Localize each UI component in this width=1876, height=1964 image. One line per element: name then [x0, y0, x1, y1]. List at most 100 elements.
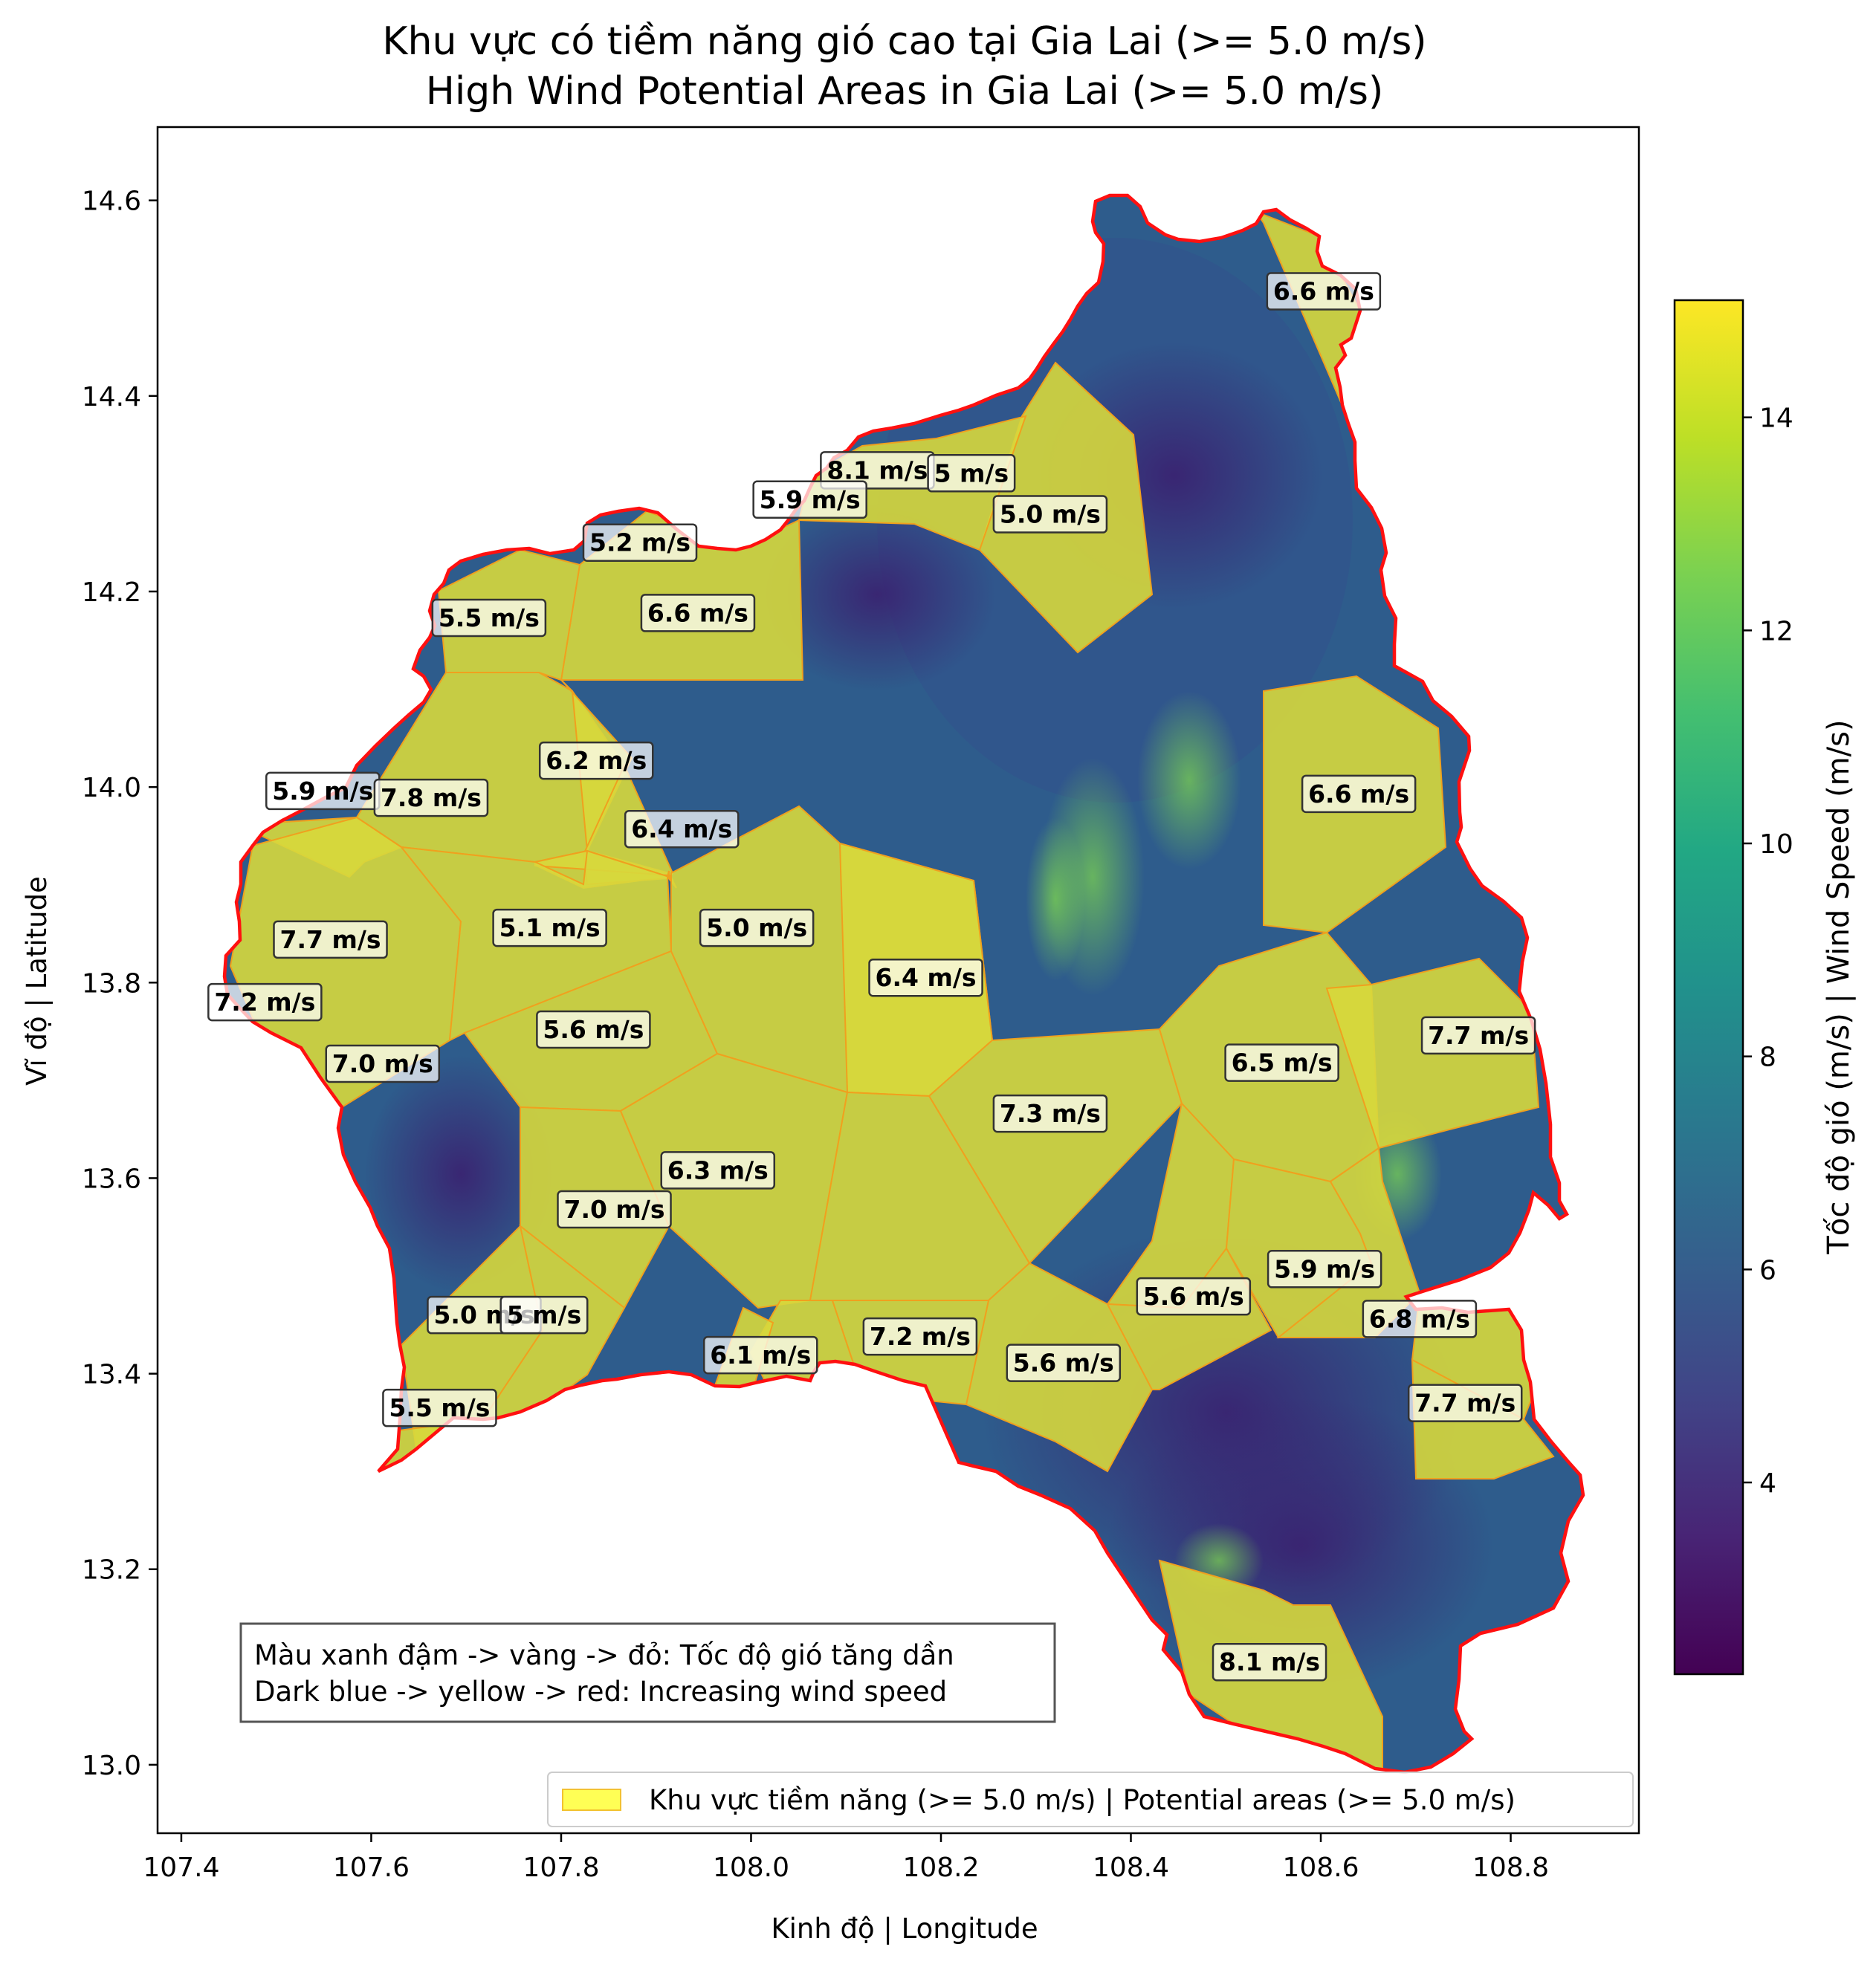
area-label-text: 5.0 m/s: [706, 913, 807, 942]
area-label-text: 6.4 m/s: [876, 963, 977, 992]
area-label-text: 8.1 m/s: [1219, 1647, 1320, 1676]
legend-frame: [547, 1772, 1634, 1827]
note-box: Màu xanh đậm -> vàng -> đỏ: Tốc độ gió t…: [239, 1622, 1056, 1723]
area-label: 7.7 m/s: [1407, 1384, 1523, 1422]
area-label-box: [582, 523, 698, 562]
colorbar-ticks: 4 6 8 10 12 14: [1743, 404, 1793, 1499]
colorbar-tick-label: 6: [1759, 1255, 1776, 1286]
x-tick-label: 108.2: [902, 1853, 979, 1883]
y-tick-label: 13.6: [82, 1164, 141, 1194]
area-label-text: 7.7 m/s: [280, 925, 381, 954]
colorbar-bar: [1673, 299, 1744, 1676]
area-label: 5.9 m/s: [265, 771, 381, 811]
area-label: 6.6 m/s: [1266, 272, 1382, 311]
area-label: 5.2 m/s: [582, 523, 698, 562]
area-label-box: [992, 1094, 1108, 1133]
colorbar-tick-label: 14: [1759, 404, 1793, 434]
area-label-text: 7.0 m/s: [332, 1049, 433, 1078]
area-label: 6.8 m/s: [1362, 1300, 1478, 1338]
area-label-text: 6.1 m/s: [710, 1341, 811, 1370]
area-label: 5.6 m/s: [536, 1010, 651, 1049]
area-label-text: 6.5 m/s: [1232, 1049, 1333, 1077]
title-line-1: Khu vực có tiềm năng gió cao tại Gia Lai…: [382, 19, 1426, 64]
area-label-box: [325, 1044, 441, 1083]
area-label-text: 6.6 m/s: [1273, 277, 1374, 306]
area-label: 5 m/s: [499, 1295, 589, 1335]
y-tick-label: 13.2: [82, 1555, 141, 1586]
area-label-text: 5.6 m/s: [543, 1015, 644, 1044]
area-label-box: [1266, 272, 1382, 311]
area-label-box: [862, 1317, 978, 1356]
area-label-text: 7.2 m/s: [870, 1322, 971, 1351]
legend-swatch: [562, 1789, 621, 1811]
area-label-box: [1301, 774, 1417, 814]
area-label: 7.8 m/s: [373, 778, 489, 817]
colorbar: 4 6 8 10 12 14 Tốc độ gió (m/s) | Wind Speed …: [1673, 299, 1856, 1676]
area-label: 5.5 m/s: [382, 1388, 497, 1427]
area-label-box: [1407, 1384, 1523, 1422]
area-label-box: [207, 982, 323, 1022]
area-label-text: 5.1 m/s: [499, 913, 601, 942]
colorbar-tick-label: 10: [1759, 829, 1793, 860]
area-label-text: 6.8 m/s: [1369, 1304, 1470, 1333]
area-label-text: 5.9 m/s: [760, 485, 861, 514]
area-label-box: [382, 1388, 497, 1427]
area-label: 5.6 m/s: [1006, 1344, 1122, 1382]
y-axis-label: Vĩ độ | Latitude: [21, 876, 53, 1086]
area-label: 5.0 m/s: [992, 495, 1108, 534]
note-frame: [239, 1622, 1056, 1723]
area-label-text: 5.5 m/s: [389, 1393, 490, 1422]
x-tick-label: 108.6: [1282, 1853, 1359, 1883]
area-label: 6.3 m/s: [660, 1151, 776, 1190]
area-label: 6.6 m/s: [640, 594, 756, 632]
area-label-box: [536, 1010, 651, 1049]
x-tick-label: 107.8: [523, 1853, 599, 1883]
y-tick-label: 14.2: [82, 577, 141, 608]
area-label-text: 5.6 m/s: [1013, 1349, 1114, 1378]
area-label-text: 5.0 m/s: [1000, 500, 1101, 529]
colorbar-tick-label: 4: [1759, 1468, 1776, 1499]
area-label-text: 5 m/s: [934, 458, 1009, 487]
area-label-text: 7.7 m/s: [1414, 1389, 1516, 1418]
area-label-box: [699, 908, 815, 947]
area-label-text: 6.6 m/s: [647, 598, 748, 627]
area-label-box: [373, 778, 489, 817]
area-label-text: 7.7 m/s: [1428, 1021, 1529, 1050]
area-label: 6.2 m/s: [538, 741, 654, 780]
area-label: 6.1 m/s: [702, 1335, 818, 1375]
area-label-box: [273, 920, 388, 959]
area-label-box: [1006, 1344, 1122, 1382]
legend-label: Khu vực tiềm năng (>= 5.0 m/s) | Potenti…: [649, 1784, 1516, 1816]
area-label: 7.0 m/s: [325, 1044, 441, 1083]
area-label-text: 6.2 m/s: [546, 746, 647, 775]
area-label-text: 5.2 m/s: [589, 528, 690, 557]
colorbar-label: Tốc độ gió (m/s) | Wind Speed (m/s): [1822, 719, 1856, 1254]
area-label-text: 6.6 m/s: [1308, 780, 1409, 808]
area-label-box: [557, 1190, 672, 1229]
area-label-box: [1267, 1250, 1382, 1289]
area-label-text: 5.9 m/s: [1274, 1254, 1375, 1283]
area-label: 7.2 m/s: [862, 1317, 978, 1356]
area-label: 5.0 m/s: [699, 908, 815, 947]
y-tick-label: 14.0: [82, 773, 141, 803]
area-label: 5.9 m/s: [1267, 1250, 1382, 1289]
area-label-box: [538, 741, 654, 780]
y-tick-label: 13.0: [82, 1751, 141, 1781]
area-label-text: 6.3 m/s: [667, 1156, 769, 1184]
x-tick-label: 107.6: [333, 1853, 410, 1883]
area-labels: 6.6 m/s8.1 m/s 5 m/s5.9 m/s5.0 m/s5.2 m/s…: [207, 272, 1536, 1682]
area-label-box: [640, 594, 756, 632]
area-label-box: [1362, 1300, 1478, 1338]
note-line-1: Màu xanh đậm -> vàng -> đỏ: Tốc độ gió t…: [254, 1639, 954, 1671]
colorbar-tick-label: 8: [1759, 1043, 1776, 1073]
area-label: 8.1 m/s: [820, 451, 935, 490]
area-label: 7.7 m/s: [1420, 1016, 1536, 1055]
area-label-text: 7.3 m/s: [1000, 1099, 1101, 1128]
area-label-box: [927, 454, 1016, 493]
area-label: 7.0 m/s: [557, 1190, 672, 1229]
area-label-box: [1420, 1016, 1536, 1055]
x-tick-label: 107.4: [143, 1853, 219, 1883]
y-axis: 13.0 13.2 13.4 13.6 13.8 14.0 14.2 14.4 14.6: [82, 187, 158, 1781]
y-tick-label: 14.6: [82, 187, 141, 217]
